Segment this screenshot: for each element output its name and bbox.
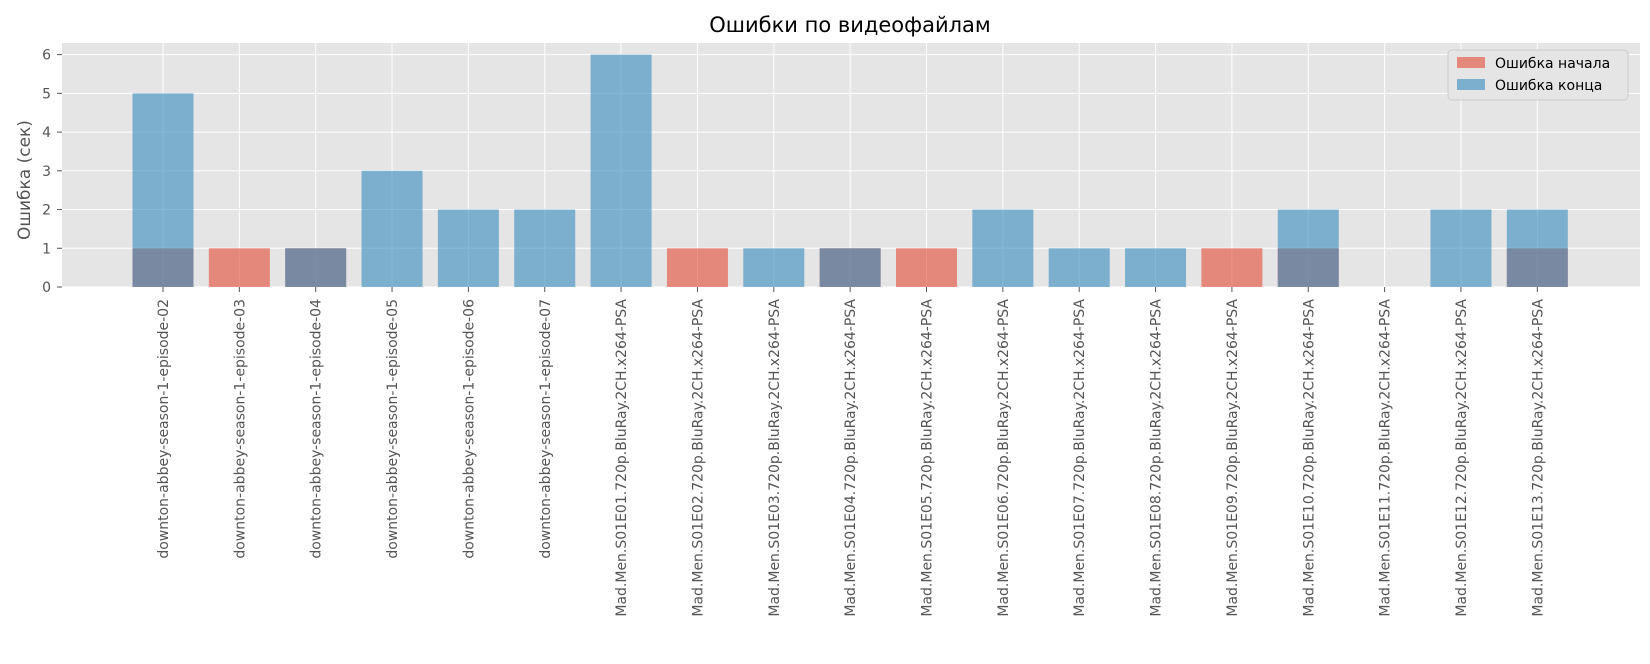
bar-series-2 bbox=[743, 248, 805, 287]
bar-series-2 bbox=[1430, 209, 1492, 287]
x-ticks: downton-abbey-season-1-episode-02 downton… bbox=[156, 287, 1546, 617]
legend: Ошибка начала Ошибка конца bbox=[1447, 49, 1629, 101]
x-tick-label: Mad.Men.S01E08.720p.BluRay.2CH.x264-PSA bbox=[1149, 299, 1165, 617]
x-tick-label: Mad.Men.S01E12.720p.BluRay.2CH.x264-PSA bbox=[1454, 299, 1470, 617]
bar-series-2 bbox=[590, 54, 652, 287]
legend-swatch bbox=[1457, 79, 1485, 90]
x-tick-label: downton-abbey-season-1-episode-06 bbox=[461, 299, 477, 559]
x-tick-label: downton-abbey-season-1-episode-02 bbox=[156, 299, 172, 559]
x-tick-label: Mad.Men.S01E10.720p.BluRay.2CH.x264-PSA bbox=[1301, 299, 1317, 617]
y-tick-label: 6 bbox=[42, 48, 51, 64]
x-tick-label: Mad.Men.S01E11.720p.BluRay.2CH.x264-PSA bbox=[1378, 299, 1394, 617]
x-tick-label: Mad.Men.S01E09.720p.BluRay.2CH.x264-PSA bbox=[1225, 299, 1241, 617]
bar-series-2 bbox=[1506, 209, 1568, 287]
y-tick-label: 1 bbox=[42, 241, 51, 257]
bar-series-1 bbox=[1201, 248, 1263, 287]
chart-title: Ошибки по видеофайлам bbox=[709, 13, 991, 37]
legend-box bbox=[1447, 49, 1629, 101]
x-tick-label: Mad.Men.S01E13.720p.BluRay.2CH.x264-PSA bbox=[1530, 299, 1546, 617]
y-tick-label: 5 bbox=[42, 86, 51, 102]
bar-series-2 bbox=[437, 209, 499, 287]
bar-series-2 bbox=[1048, 248, 1110, 287]
x-tick-label: Mad.Men.S01E07.720p.BluRay.2CH.x264-PSA bbox=[1072, 299, 1088, 617]
y-tick-label: 4 bbox=[42, 125, 51, 141]
bar-series-2 bbox=[132, 93, 194, 287]
y-ticks: 0 1 2 3 4 5 6 bbox=[42, 48, 62, 296]
x-tick-label: downton-abbey-season-1-episode-07 bbox=[538, 299, 554, 559]
bar-series-2 bbox=[1125, 248, 1187, 287]
y-tick-label: 2 bbox=[42, 203, 51, 219]
bar-series-2 bbox=[819, 248, 881, 287]
x-tick-label: Mad.Men.S01E06.720p.BluRay.2CH.x264-PSA bbox=[996, 299, 1012, 617]
legend-label: Ошибка конца bbox=[1495, 78, 1602, 94]
bar-series-2 bbox=[361, 170, 423, 287]
bar-series-2 bbox=[972, 209, 1034, 287]
x-tick-label: Mad.Men.S01E01.720p.BluRay.2CH.x264-PSA bbox=[614, 299, 630, 617]
x-tick-label: Mad.Men.S01E02.720p.BluRay.2CH.x264-PSA bbox=[690, 299, 706, 617]
bar-series-1 bbox=[666, 248, 728, 287]
x-tick-label: downton-abbey-season-1-episode-05 bbox=[385, 299, 401, 559]
x-tick-label: downton-abbey-season-1-episode-03 bbox=[232, 299, 248, 559]
x-tick-label: Mad.Men.S01E04.720p.BluRay.2CH.x264-PSA bbox=[843, 299, 859, 617]
bar-series-2 bbox=[514, 209, 576, 287]
y-axis-label: Ошибка (сек) bbox=[15, 120, 35, 240]
legend-label: Ошибка начала bbox=[1495, 56, 1610, 72]
bars-layer bbox=[132, 54, 1568, 287]
x-tick-label: Mad.Men.S01E03.720p.BluRay.2CH.x264-PSA bbox=[767, 299, 783, 617]
bar-series-1 bbox=[208, 248, 270, 287]
bar-series-2 bbox=[1277, 209, 1339, 287]
bar-series-2 bbox=[285, 248, 347, 287]
y-tick-label: 0 bbox=[42, 280, 51, 296]
legend-swatch bbox=[1457, 57, 1485, 68]
bar-series-1 bbox=[896, 248, 957, 287]
x-tick-label: downton-abbey-season-1-episode-04 bbox=[309, 299, 325, 559]
y-tick-label: 3 bbox=[42, 164, 51, 180]
x-tick-label: Mad.Men.S01E05.720p.BluRay.2CH.x264-PSA bbox=[920, 299, 936, 617]
plot-background bbox=[62, 43, 1640, 287]
